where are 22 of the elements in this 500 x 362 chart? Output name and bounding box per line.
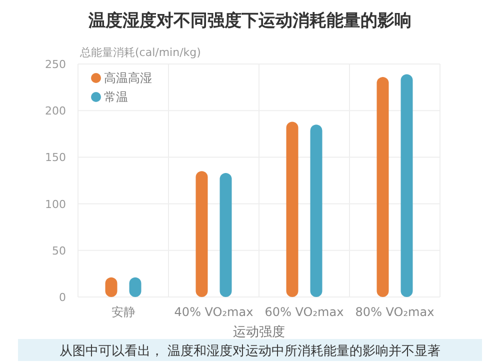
x-tick-label: 40% VO₂max — [174, 305, 254, 319]
y-tick-label: 200 — [45, 104, 66, 118]
bar — [286, 122, 298, 297]
x-axis-title: 运动强度 — [233, 324, 285, 340]
y-axis-title: 总能量消耗(cal/min/kg) — [79, 46, 201, 59]
text: 从图中可以看出， 温度和湿度对运动中所消耗能量的影响并不显著 — [59, 343, 441, 359]
x-tick-label: 安静 — [111, 305, 136, 319]
bar — [220, 173, 232, 297]
x-tick-label: 80% VO₂max — [355, 305, 434, 319]
y-tick-label: 250 — [45, 58, 66, 71]
bar — [310, 124, 322, 297]
bar — [196, 171, 208, 297]
y-tick-label: 50 — [52, 244, 66, 258]
y-tick-label: 100 — [45, 198, 66, 211]
legend-label: 高温高湿 — [104, 71, 152, 85]
y-tick-label: 150 — [45, 151, 66, 164]
bar — [376, 77, 389, 297]
bar — [400, 74, 413, 297]
legend-label: 常温 — [104, 90, 128, 104]
y-tick-label: 0 — [59, 291, 66, 304]
chart-title: 温度湿度对不同强度下运动消耗能量的影响 — [88, 11, 412, 31]
x-tick-label: 60% VO₂max — [264, 305, 344, 319]
